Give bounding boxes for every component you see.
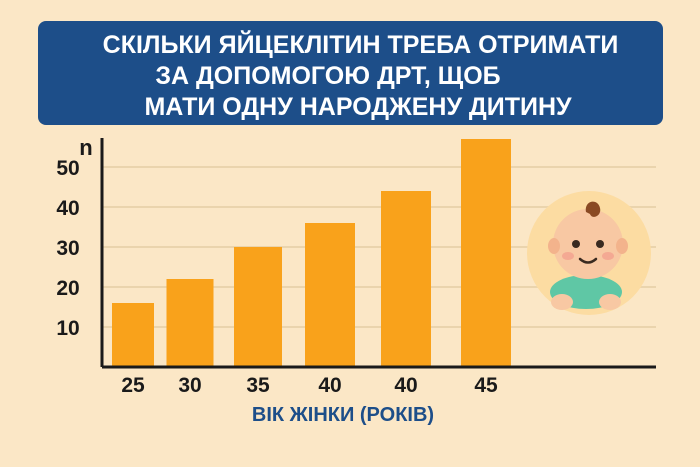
bar xyxy=(381,191,431,367)
title-line-3: МАТИ ОДНУ НАРОДЖЕНУ ДИТИНУ xyxy=(144,93,572,121)
x-tick-label: 30 xyxy=(178,374,201,397)
y-tick-label: 20 xyxy=(56,277,79,300)
title-line-2: ЗА ДОПОМОГОЮ ДРТ, ЩОБ xyxy=(155,62,501,90)
y-tick-label: 10 xyxy=(56,317,79,340)
x-axis-label: ВІК ЖІНКИ (РОКІВ) xyxy=(252,404,434,426)
y-tick-label: 40 xyxy=(56,197,79,220)
x-tick-label: 40 xyxy=(318,374,341,397)
x-tick-label: 45 xyxy=(474,374,498,397)
y-axis-label: n xyxy=(79,135,92,160)
bar xyxy=(461,139,511,367)
bar xyxy=(166,279,214,367)
bar xyxy=(234,247,282,367)
baby-icon xyxy=(527,191,651,315)
bar xyxy=(305,223,355,367)
x-tick-label: 35 xyxy=(246,374,270,397)
y-tick-label: 30 xyxy=(56,237,79,260)
title-banner: СКІЛЬКИ ЯЙЦЕКЛІТИН ТРЕБА ОТРИМАТИ ЗА ДОП… xyxy=(38,21,663,125)
bars xyxy=(112,139,511,367)
x-tick-label: 25 xyxy=(121,374,145,397)
y-tick-labels: 10 20 30 40 50 xyxy=(56,157,79,340)
x-tick-label: 40 xyxy=(394,374,417,397)
bar xyxy=(112,303,154,367)
title-line-1: СКІЛЬКИ ЯЙЦЕКЛІТИН ТРЕБА ОТРИМАТИ xyxy=(102,31,619,59)
y-tick-label: 50 xyxy=(56,157,79,180)
x-tick-labels: 25 30 35 40 40 45 xyxy=(121,374,498,397)
